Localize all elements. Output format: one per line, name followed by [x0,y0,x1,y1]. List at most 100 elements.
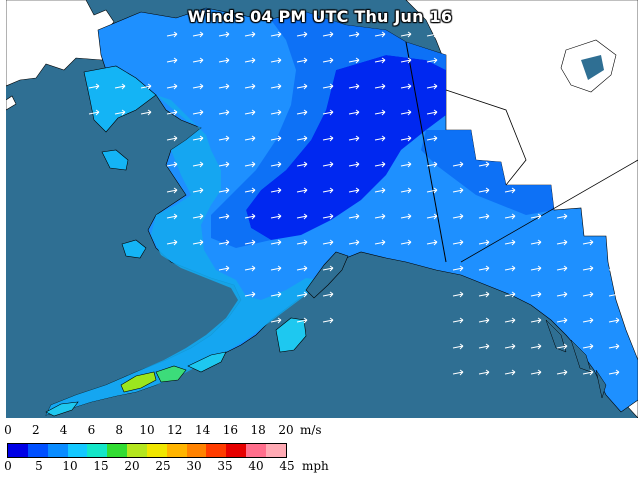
wind-arrow [348,135,360,142]
wind-arrow [192,31,204,38]
ms-tick-label: 18 [250,423,266,437]
wind-arrow [296,265,308,272]
us-canada-border [405,41,447,263]
wind-arrow [452,291,464,298]
wind-arrow [582,265,594,272]
wind-arrow [478,291,490,298]
wind-arrow [556,317,568,324]
ms-tick-label: 6 [87,423,96,437]
wind-arrow [322,317,334,324]
wind-arrow [374,239,386,246]
wind-arrow [478,343,490,350]
wind-arrow [244,265,256,272]
wind-arrow [296,161,308,168]
wind-arrow [270,83,282,90]
wind-arrow [296,239,308,246]
wind-arrow [166,187,178,194]
wind-map [6,0,638,418]
wind-arrow [374,213,386,220]
wind-arrow [348,57,360,64]
wind-arrow [192,135,204,142]
wind-arrow [426,31,438,38]
panhandle-islands [545,319,607,399]
nunivak-island [121,239,147,259]
wind-arrow [374,57,386,64]
wind-arrow [582,239,594,246]
wind-arrow [244,187,256,194]
wind-arrow [244,161,256,168]
wind-arrow [270,109,282,116]
wind-arrow [608,369,620,376]
mph-tick-label: 25 [155,459,171,473]
mph-tick-label: 45 [279,459,295,473]
wind-arrow [478,265,490,272]
wind-arrow [192,213,204,220]
ms-tick-label: 0 [4,423,12,437]
wind-arrow [270,265,282,272]
russia-landmass [6,0,117,87]
ms-tick-label: 2 [31,423,40,437]
wind-arrow [374,135,386,142]
wind-arrow [218,109,230,116]
aleutian-cyan [187,351,227,373]
wind-arrow [244,83,256,90]
wind-arrow [296,135,308,142]
wind-arrow [582,369,594,376]
wind-arrow [270,213,282,220]
wind-arrow [452,343,464,350]
mph-tick-label: 10 [62,459,78,473]
wind-arrow [88,109,100,116]
wind-arrow [530,291,542,298]
mph-tick-label: 5 [35,459,43,473]
wind-arrow [322,161,334,168]
wind-arrow [582,343,594,350]
wind-arrow [166,57,178,64]
wind-arrow [270,161,282,168]
ms-tick-label: 14 [194,423,211,437]
wind-arrow [166,31,178,38]
wind-arrow [400,109,412,116]
wind-arrow [114,83,126,90]
wind-arrow [556,213,568,220]
wind-arrow [166,213,178,220]
wind-arrow [478,369,490,376]
wind-arrow [88,83,100,90]
wind-arrow [582,291,594,298]
wind-arrow [556,265,568,272]
wind-arrow [322,109,334,116]
wind-arrow [374,187,386,194]
wind-arrow [400,83,412,90]
wind-arrow [270,187,282,194]
wind-arrow [192,161,204,168]
wind-arrow [530,317,542,324]
wind-map-svg [6,0,638,418]
wind-arrow [400,57,412,64]
wind-arrow [322,291,334,298]
legend-swatch [186,444,207,457]
wind-arrow [244,291,256,298]
wind-arrow [192,109,204,116]
mph-tick-label: 20 [124,459,140,473]
wind-arrow [218,265,230,272]
wind-arrow [400,239,412,246]
wind-arrow [218,83,230,90]
wind-arrow [504,291,516,298]
wind-arrow [348,31,360,38]
wind-arrow [608,291,620,298]
ms-tick-label: 4 [59,423,68,437]
legend-swatch [67,444,88,457]
wind-arrow [608,265,620,272]
yukon-bc-border [460,159,638,263]
ms-tick-label: 12 [167,423,183,437]
wind-arrow [322,31,334,38]
wind-arrow [270,135,282,142]
wind-arrow [374,31,386,38]
wind-arrow [426,83,438,90]
wind-arrow [374,109,386,116]
wind-arrow [296,109,308,116]
wind-zone-west [46,95,321,415]
wind-arrow [192,83,204,90]
wind-arrow [452,213,464,220]
wind-arrow [270,57,282,64]
wind-arrow [348,109,360,116]
